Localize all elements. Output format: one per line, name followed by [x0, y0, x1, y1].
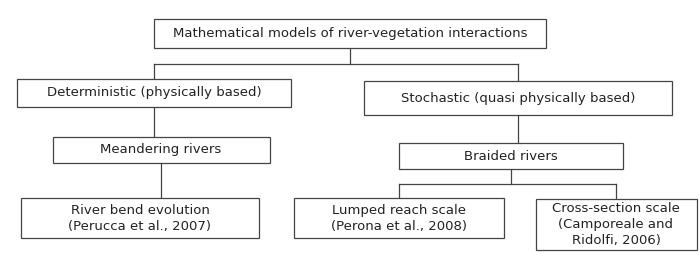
FancyBboxPatch shape [364, 81, 672, 115]
FancyBboxPatch shape [536, 199, 696, 250]
Text: Cross-section scale
(Camporeale and
Ridolfi, 2006): Cross-section scale (Camporeale and Rido… [552, 202, 680, 247]
Text: Braided rivers: Braided rivers [464, 150, 558, 163]
FancyBboxPatch shape [21, 198, 259, 238]
Text: Meandering rivers: Meandering rivers [100, 143, 222, 156]
FancyBboxPatch shape [154, 19, 546, 49]
Text: Stochastic (quasi physically based): Stochastic (quasi physically based) [401, 92, 635, 104]
Text: Mathematical models of river-vegetation interactions: Mathematical models of river-vegetation … [173, 27, 527, 40]
Text: Deterministic (physically based): Deterministic (physically based) [47, 86, 261, 99]
FancyBboxPatch shape [18, 79, 290, 107]
FancyBboxPatch shape [294, 198, 504, 238]
FancyBboxPatch shape [399, 143, 623, 169]
FancyBboxPatch shape [52, 137, 270, 163]
Text: Lumped reach scale
(Perona et al., 2008): Lumped reach scale (Perona et al., 2008) [331, 204, 467, 232]
Text: River bend evolution
(Perucca et al., 2007): River bend evolution (Perucca et al., 20… [69, 204, 211, 232]
